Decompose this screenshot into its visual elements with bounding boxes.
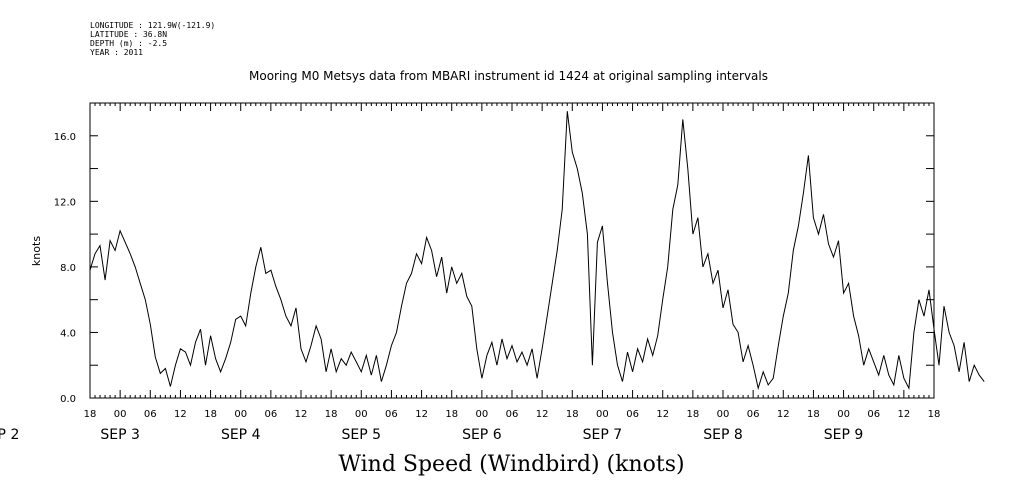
x-day-labels: SEP 2 SEP 3 SEP 4 SEP 5 SEP 6 SEP 7 SEP 8 SEP 9 — [0, 427, 863, 443]
y-tick-label: 12.0 — [54, 197, 76, 208]
x-day-label: SEP 8 — [703, 427, 743, 443]
x-tick-label: 18 — [807, 409, 820, 420]
x-day-label: SEP 6 — [462, 427, 502, 443]
x-tick-label: 06 — [506, 409, 519, 420]
longitude-text: LONGITUDE : 121.9W(-121.9) — [90, 21, 216, 30]
x-day-label: SEP 3 — [100, 427, 140, 443]
x-tick-label: 06 — [385, 409, 398, 420]
tick-marks — [89, 102, 935, 399]
x-tick-label: 06 — [747, 409, 760, 420]
x-tick-label: 06 — [626, 409, 639, 420]
x-tick-label: 18 — [204, 409, 217, 420]
y-tick-label: 8.0 — [60, 263, 76, 274]
x-tick-label: 18 — [686, 409, 699, 420]
x-tick-label: 00 — [596, 409, 609, 420]
x-tick-labels: 18 00 06 12 18 00 06 12 18 00 06 12 18 00 06 12 18 00 06 12… — [84, 409, 941, 420]
y-tick-label: 0.0 — [60, 394, 76, 405]
x-tick-label: 12 — [536, 409, 549, 420]
x-tick-label: 00 — [114, 409, 127, 420]
y-axis-label: knots — [30, 236, 43, 266]
x-tick-label: 00 — [475, 409, 488, 420]
x-tick-label: 12 — [656, 409, 669, 420]
x-day-label: SEP 4 — [221, 427, 261, 443]
x-tick-label: 12 — [174, 409, 187, 420]
x-tick-label: 12 — [777, 409, 790, 420]
x-tick-label: 18 — [84, 409, 97, 420]
x-day-label: SEP 7 — [583, 427, 623, 443]
x-tick-label: 00 — [355, 409, 368, 420]
x-day-label: SEP 5 — [342, 427, 382, 443]
x-tick-label: 06 — [867, 409, 880, 420]
x-tick-label: 00 — [234, 409, 247, 420]
x-tick-label: 00 — [837, 409, 850, 420]
x-day-label: SEP 2 — [0, 427, 19, 443]
x-axis-label: Wind Speed (Windbird) (knots) — [338, 452, 685, 477]
series-line-wind-speed — [89, 111, 985, 391]
y-tick-label: 16.0 — [54, 132, 76, 143]
metadata-block: LONGITUDE : 121.9W(-121.9) LATITUDE : 36… — [90, 21, 215, 57]
x-tick-label: 18 — [445, 409, 458, 420]
x-tick-label: 00 — [717, 409, 730, 420]
x-tick-label: 18 — [566, 409, 579, 420]
plot-frame — [89, 102, 935, 399]
chart-title: Mooring M0 Metsys data from MBARI instru… — [249, 69, 768, 83]
x-tick-label: 06 — [264, 409, 277, 420]
x-tick-label: 18 — [325, 409, 338, 420]
x-tick-label: 12 — [415, 409, 428, 420]
x-tick-label: 12 — [295, 409, 308, 420]
y-tick-labels: 0.0 4.0 8.0 12.0 16.0 — [54, 132, 76, 405]
y-tick-label: 4.0 — [60, 328, 76, 339]
year-text: YEAR : 2011 — [90, 48, 143, 57]
x-day-label: SEP 9 — [824, 427, 864, 443]
x-tick-label: 06 — [144, 409, 157, 420]
x-tick-label: 12 — [897, 409, 910, 420]
latitude-text: LATITUDE : 36.8N — [90, 30, 168, 39]
depth-text: DEPTH (m) : -2.5 — [90, 39, 168, 48]
x-tick-label: 18 — [928, 409, 941, 420]
